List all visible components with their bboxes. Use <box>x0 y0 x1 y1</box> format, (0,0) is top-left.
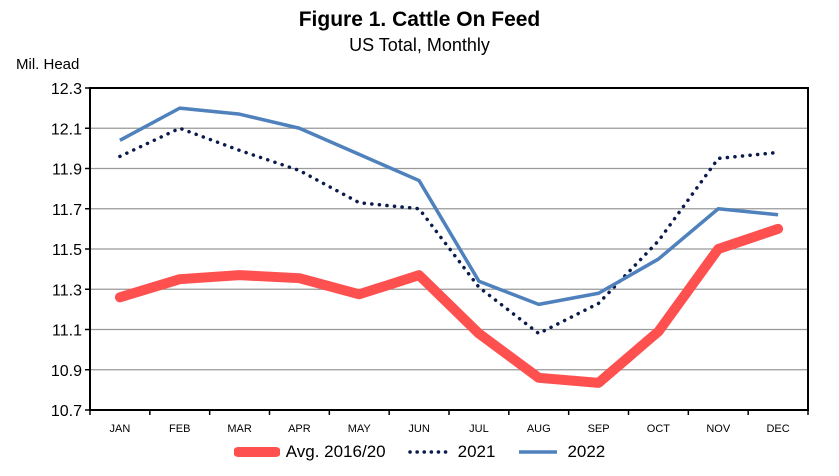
x-tick-label-apr: APR <box>288 423 311 435</box>
legend-label-2022: 2022 <box>567 442 606 461</box>
y-tick-label: 11.9 <box>52 162 82 179</box>
x-tick-label-sep: SEP <box>588 423 610 435</box>
chart-subtitle: US Total, Monthly <box>349 35 490 55</box>
chart-title: Figure 1. Cattle On Feed <box>298 8 541 31</box>
y-tick-label: 10.9 <box>51 363 82 380</box>
x-tick-label-mar: MAR <box>227 423 252 435</box>
y-tick-label: 11.5 <box>52 242 82 259</box>
x-tick-label-dec: DEC <box>766 423 789 435</box>
legend: Avg. 2016/20 2021 2022 <box>0 442 839 462</box>
legend-label-avg: Avg. 2016/20 <box>285 442 386 461</box>
legend-label-2021: 2021 <box>457 442 496 461</box>
x-tick-label-may: MAY <box>348 423 372 435</box>
series-line-avg-2016-20 <box>114 223 784 388</box>
y-tick-label: 11.7 <box>52 202 82 219</box>
x-tick-label-jan: JAN <box>110 423 131 435</box>
x-tick-label-oct: OCT <box>647 423 671 435</box>
y-tick-label: 11.3 <box>52 282 82 299</box>
y-tick-label: 12.1 <box>51 121 82 138</box>
x-tick-label-feb: FEB <box>169 423 190 435</box>
legend-item-2021: 2021 <box>406 442 496 462</box>
legend-swatch-2022 <box>519 450 558 454</box>
x-tick-label-jun: JUN <box>408 423 429 435</box>
series-line-2022 <box>119 106 779 307</box>
legend-swatch-avg <box>233 447 280 457</box>
x-tick-label-nov: NOV <box>706 423 731 435</box>
x-tick-label-jul: JUL <box>469 423 489 435</box>
line-chart: 10.7 10.9 11.1 11.3 11.5 11.7 11.9 12.1 12.3 JAN F… <box>51 81 809 435</box>
y-tick-label: 12.3 <box>51 81 82 98</box>
x-tick-label-aug: AUG <box>527 423 551 435</box>
legend-item-2022: 2022 <box>515 442 605 462</box>
legend-item-avg: Avg. 2016/20 <box>233 442 386 462</box>
y-tick-label: 11.1 <box>52 323 82 340</box>
y-axis-label: Mil. Head <box>16 56 80 73</box>
y-tick-label: 10.7 <box>51 403 82 420</box>
legend-swatch-2021 <box>407 450 450 454</box>
